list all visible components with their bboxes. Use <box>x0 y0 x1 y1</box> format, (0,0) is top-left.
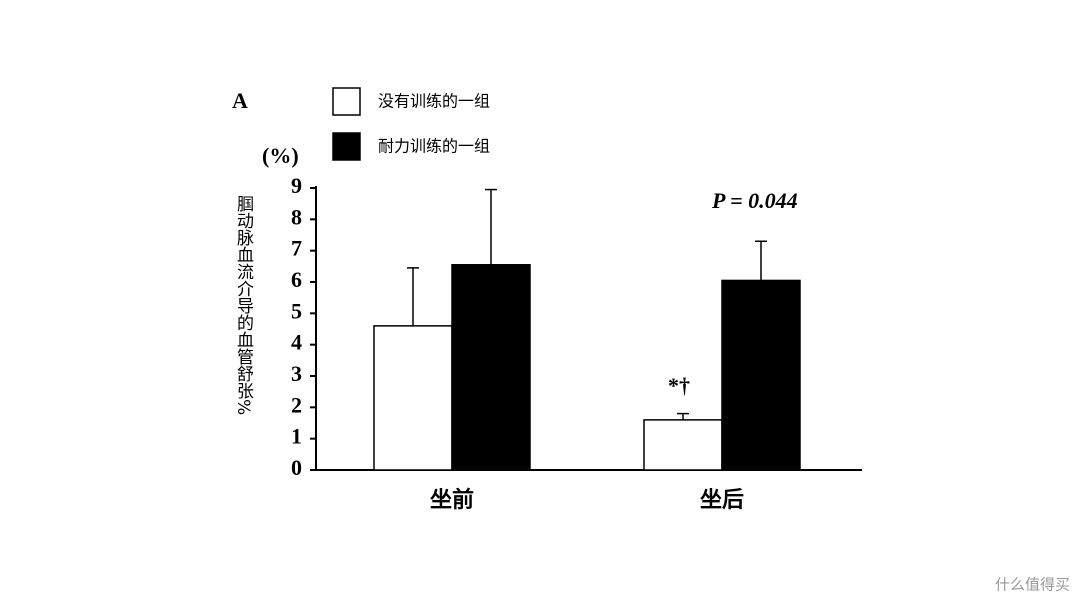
bar <box>373 325 453 471</box>
y-tick-label: 9 <box>291 173 302 198</box>
y-tick-label: 0 <box>291 455 302 480</box>
y-tick-label: 4 <box>291 330 302 355</box>
bar <box>451 264 531 471</box>
annotation: P = 0.044 <box>711 188 798 213</box>
legend-swatch <box>332 132 361 161</box>
watermark: 什么值得买 <box>995 576 1070 594</box>
legend-label: 耐力训练的一组 <box>378 137 490 156</box>
y-tick-label: 6 <box>291 267 302 292</box>
x-tick-label: 坐前 <box>430 487 474 513</box>
x-tick-label: 坐后 <box>700 488 744 513</box>
y-tick-label: 1 <box>291 424 302 449</box>
y-tick-label: 7 <box>291 236 302 261</box>
bar <box>643 419 723 471</box>
panel-label: A <box>232 88 248 113</box>
y-tick-label: 5 <box>291 298 302 323</box>
y-tick-label: 2 <box>291 392 302 417</box>
unit-label: (%) <box>262 143 299 168</box>
annotation: *† <box>668 373 690 398</box>
legend-swatch <box>332 87 361 116</box>
y-tick-label: 3 <box>291 361 302 386</box>
bar <box>721 279 801 471</box>
y-tick-label: 8 <box>291 204 302 229</box>
y-axis-label: 腘动脉血流介导的血管舒张% <box>233 195 254 415</box>
legend-label: 没有训练的一组 <box>378 92 490 111</box>
